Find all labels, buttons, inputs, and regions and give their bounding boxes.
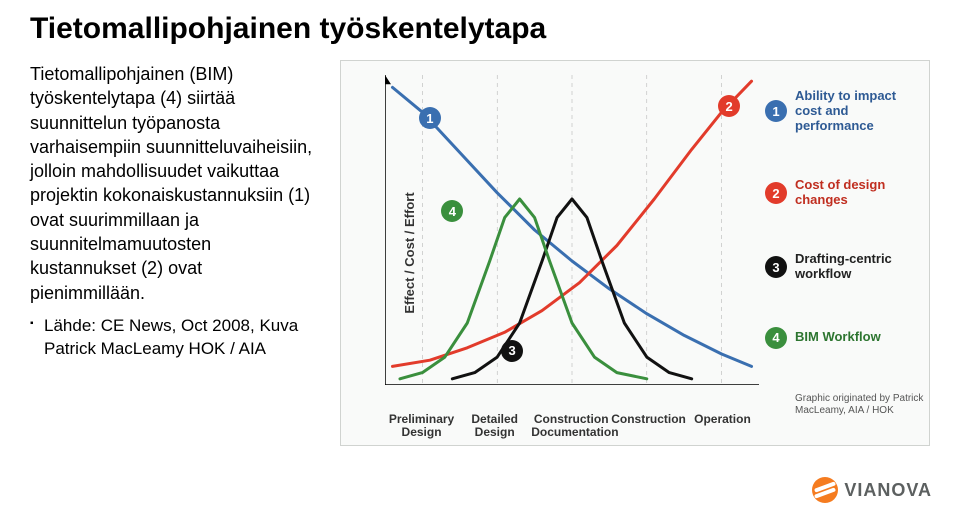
source-line: Lähde: CE News, Oct 2008, Kuva Patrick M…: [30, 315, 320, 361]
curve-badge-3: 3: [501, 340, 523, 362]
vianova-logo: VIANOVA: [812, 477, 932, 503]
x-tick-label: Preliminary Design: [385, 413, 458, 439]
curve-badge-1: 1: [419, 107, 441, 129]
chart-attribution: Graphic originated by Patrick MacLeamy, …: [765, 393, 945, 417]
legend-badge-icon: 3: [765, 256, 787, 278]
x-tick-label: Detailed Design: [458, 413, 531, 439]
legend-item-4: 4 BIM Workflow: [765, 327, 923, 349]
legend-item-2: 2 Cost of design changes: [765, 178, 923, 208]
legend: 1 Ability to impact cost and performance 2…: [765, 89, 923, 417]
plot-area: 1 2 3 4: [385, 75, 759, 385]
macleamy-chart: Effect / Cost / Effort 1234 Preliminary …: [340, 60, 930, 446]
x-tick-labels: Preliminary DesignDetailed DesignConstru…: [385, 413, 759, 439]
legend-label: Drafting-centric workflow: [795, 252, 923, 282]
x-tick-label: Operation: [686, 413, 759, 439]
text-column: Tietomallipohjainen (BIM) työskentelytap…: [30, 60, 320, 446]
curve-badge-2: 2: [718, 95, 740, 117]
logo-mark-icon: [812, 477, 838, 503]
logo-text: VIANOVA: [844, 480, 932, 501]
body-paragraph: Tietomallipohjainen (BIM) työskentelytap…: [30, 62, 320, 305]
x-tick-label: Construction Documentation: [531, 413, 611, 439]
legend-item-3: 3 Drafting-centric workflow: [765, 252, 923, 282]
content-row: Tietomallipohjainen (BIM) työskentelytap…: [30, 60, 930, 446]
legend-label: Cost of design changes: [795, 178, 923, 208]
legend-label: Ability to impact cost and performance: [795, 89, 923, 134]
curve-badge-4: 4: [441, 200, 463, 222]
slide: Tietomallipohjainen työskentelytapa Tiet…: [0, 0, 960, 519]
legend-label: BIM Workflow: [795, 330, 923, 345]
x-tick-label: Construction: [611, 413, 686, 439]
chart-svg: [385, 75, 759, 385]
legend-badge-icon: 2: [765, 182, 787, 204]
legend-badge-icon: 1: [765, 100, 787, 122]
legend-badge-icon: 4: [765, 327, 787, 349]
page-title: Tietomallipohjainen työskentelytapa: [30, 12, 930, 46]
legend-item-1: 1 Ability to impact cost and performance: [765, 89, 923, 134]
